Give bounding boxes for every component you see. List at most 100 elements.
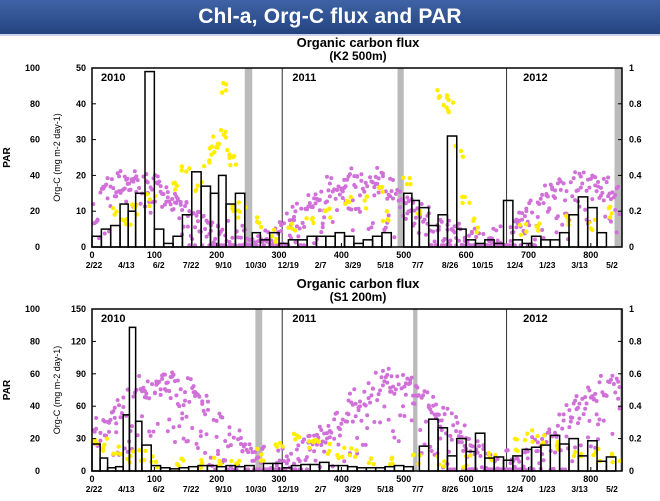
par-tick-label: 40 xyxy=(30,170,40,180)
par-point xyxy=(449,411,454,416)
par-point xyxy=(296,443,301,448)
right-tick-label: 0 xyxy=(629,242,634,252)
par-point xyxy=(223,458,228,463)
par-point xyxy=(140,389,145,394)
x-tick-label: 300 xyxy=(272,474,287,484)
chl-point xyxy=(380,218,386,224)
date-label: 3/29 xyxy=(345,260,362,270)
par-tick-label: 40 xyxy=(30,401,40,411)
par-point xyxy=(376,392,381,397)
par-point xyxy=(117,174,122,179)
par-point xyxy=(398,189,403,194)
par-point xyxy=(193,225,198,230)
par-point xyxy=(102,231,107,236)
par-point xyxy=(604,180,609,185)
par-point xyxy=(333,196,338,201)
chl-point xyxy=(352,454,358,460)
par-point xyxy=(194,441,199,446)
par-point xyxy=(575,188,580,193)
par-point xyxy=(281,459,286,464)
par-point xyxy=(598,373,603,378)
date-label: 5/18 xyxy=(377,484,394,494)
par-point xyxy=(320,221,325,226)
par-point xyxy=(188,377,193,382)
chl-point xyxy=(153,459,159,465)
chl-point xyxy=(572,449,578,455)
par-point xyxy=(462,423,467,428)
par-point xyxy=(442,236,447,241)
par-point xyxy=(276,448,281,453)
par-point xyxy=(535,215,540,220)
chl-point xyxy=(386,218,391,223)
par-point xyxy=(342,459,347,464)
par-point xyxy=(610,373,615,378)
par-point xyxy=(386,213,391,218)
title-banner: Chl-a, Org-C flux and PAR xyxy=(0,0,660,36)
par-point xyxy=(363,403,368,408)
par-point xyxy=(335,187,340,192)
par-point xyxy=(603,214,608,219)
par-point xyxy=(246,450,251,455)
par-point xyxy=(415,206,420,211)
par-point xyxy=(429,243,434,248)
par-point xyxy=(343,184,348,189)
par-point xyxy=(425,390,430,395)
chl-point xyxy=(349,446,354,451)
par-point xyxy=(247,442,252,447)
plot-frame xyxy=(91,67,623,248)
par-point xyxy=(160,204,165,209)
par-point xyxy=(366,396,371,401)
date-label: 10/15 xyxy=(472,484,494,494)
par-point xyxy=(187,243,192,248)
par-point xyxy=(352,387,357,392)
par-point xyxy=(340,196,345,201)
par-point xyxy=(94,426,99,431)
par-point xyxy=(561,181,566,186)
par-point xyxy=(376,190,381,195)
chl-point xyxy=(606,205,612,211)
par-point xyxy=(325,174,330,179)
par-point xyxy=(590,197,595,202)
par-point xyxy=(356,408,361,413)
par-point xyxy=(107,429,112,434)
par-point xyxy=(355,436,360,441)
par-point xyxy=(451,423,456,428)
par-point xyxy=(118,415,123,420)
x-tick-label: 500 xyxy=(396,250,411,260)
par-point xyxy=(279,223,284,228)
par-point xyxy=(418,427,423,432)
chl-point xyxy=(147,197,153,202)
par-point xyxy=(175,196,180,201)
par-tick-label: 80 xyxy=(30,99,40,109)
par-point xyxy=(383,189,388,194)
par-point xyxy=(317,197,322,202)
par-point xyxy=(538,196,543,201)
chart-title: Organic carbon flux xyxy=(297,35,421,50)
chl-point xyxy=(517,222,523,227)
par-point xyxy=(423,419,428,424)
par-point xyxy=(240,243,245,248)
par-point xyxy=(319,428,324,433)
chl-point xyxy=(376,185,382,190)
par-point xyxy=(553,196,558,201)
par-point xyxy=(332,417,337,422)
par-point xyxy=(284,461,289,466)
par-point xyxy=(383,225,388,230)
x-tick-label: 800 xyxy=(583,474,598,484)
par-point xyxy=(330,220,335,225)
par-point xyxy=(583,395,588,400)
par-point xyxy=(345,177,350,182)
par-point xyxy=(312,241,317,246)
flux-bar xyxy=(540,444,552,472)
flux-bar xyxy=(596,460,608,472)
date-label: 2/7 xyxy=(315,260,327,270)
par-point xyxy=(322,215,327,220)
par-point xyxy=(561,412,566,417)
par-point xyxy=(469,229,474,234)
par-point xyxy=(557,412,562,417)
y-tick-label: 30 xyxy=(76,434,86,444)
par-point xyxy=(347,391,352,396)
par-point xyxy=(535,440,540,445)
par-point xyxy=(171,207,176,212)
y-tick-label: 30 xyxy=(76,135,86,145)
